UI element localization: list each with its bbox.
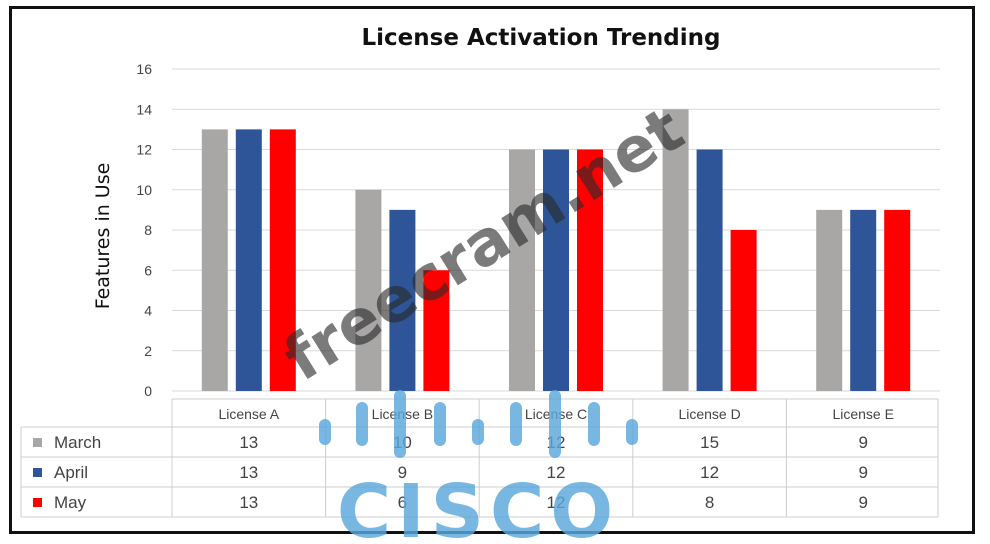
table-cell: 13 [239, 433, 258, 452]
table-cell: 15 [700, 433, 719, 452]
logo-bar [626, 419, 638, 445]
category-label: License A [218, 406, 279, 422]
logo-bar [434, 402, 446, 446]
legend-swatch [33, 468, 42, 477]
watermark-text: freecram.net [271, 92, 695, 395]
legend-label: May [54, 493, 87, 512]
bar-march [662, 109, 689, 391]
bar-may [577, 149, 603, 391]
logo-bar [319, 419, 331, 445]
logo-bar [549, 390, 561, 458]
legend-swatch [33, 498, 42, 507]
table-cell: 8 [705, 493, 714, 512]
category-label: License D [678, 406, 740, 422]
legend-swatch [33, 438, 42, 447]
bar-may [884, 209, 911, 391]
y-tick-label: 2 [144, 343, 152, 359]
logo-bar [472, 419, 484, 445]
logo-bar [510, 402, 522, 446]
bar-march [201, 129, 228, 391]
bar-may [423, 270, 450, 391]
table-cell: 9 [858, 463, 867, 482]
bar-april [850, 209, 877, 391]
y-axis-label: Features in Use [92, 163, 114, 310]
y-tick-label: 8 [144, 222, 152, 238]
table-cell: 9 [858, 493, 867, 512]
bar-april [389, 209, 416, 391]
table-cell: 12 [547, 463, 566, 482]
table-cell: 6 [398, 493, 407, 512]
logo-bar [394, 390, 406, 458]
table-cell: 9 [398, 463, 407, 482]
legend-label: March [54, 433, 101, 452]
bar-april [543, 149, 569, 391]
chart-title: License Activation Trending [362, 25, 721, 51]
y-tick-label: 14 [136, 101, 152, 117]
y-tick-label: 4 [144, 303, 152, 319]
table-cell: 9 [858, 433, 867, 452]
y-tick-label: 16 [136, 61, 152, 77]
table-cell: 13 [239, 463, 258, 482]
bar-march [509, 149, 535, 391]
table-cell: 13 [239, 493, 258, 512]
y-tick-label: 12 [136, 142, 152, 158]
legend-label: April [54, 463, 88, 482]
bar-may [269, 129, 296, 391]
watermark: freecram.net CISCO [271, 92, 695, 544]
table-cell: 12 [547, 493, 566, 512]
bar-march [355, 189, 382, 391]
bar-april [696, 149, 723, 391]
bar-may [730, 230, 757, 391]
cisco-logo-text: CISCO [337, 469, 619, 544]
y-tick-label: 0 [144, 383, 152, 399]
cisco-logo-icon [319, 390, 638, 458]
logo-bar [356, 402, 368, 446]
bar-april [235, 129, 262, 391]
bar-march [816, 209, 843, 391]
bars [201, 109, 911, 391]
y-ticks: 0 2 4 6 8 10 12 14 16 [136, 61, 152, 399]
category-label: License E [832, 406, 893, 422]
table-cell: 12 [700, 463, 719, 482]
y-tick-label: 10 [136, 182, 152, 198]
y-tick-label: 6 [144, 262, 152, 278]
logo-bar [588, 402, 600, 446]
